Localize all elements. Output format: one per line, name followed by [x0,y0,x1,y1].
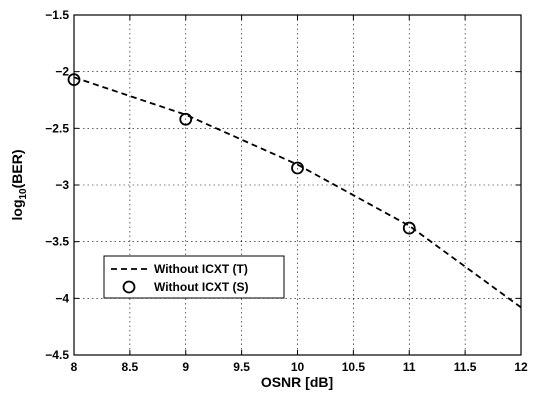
x-tick-label: 8 [71,360,78,374]
y-tick-label: −4 [55,291,69,305]
x-tick-label: 12 [514,360,528,374]
y-axis-label: log10(BER) [9,149,29,220]
data-point-simulation [179,112,193,126]
legend-swatch-circle-marker [122,280,136,294]
x-tick-label: 10 [291,360,305,374]
x-tick-label: 11 [403,360,416,374]
x-tick-label: 8.5 [122,360,139,374]
y-tick-label: −2.5 [45,121,69,135]
ticks [73,14,522,356]
legend-label-simulation: Without ICXT (S) [154,280,249,294]
x-tick-label: 10.5 [342,360,366,374]
y-tick-label: −1.5 [45,8,69,22]
legend: Without ICXT (T) Without ICXT (S) [103,255,285,299]
y-tick-label: −3 [55,178,69,192]
data-point-simulation [402,221,416,235]
series-line-theory [73,76,522,309]
y-tick-label: −4.5 [45,348,69,362]
x-tick-label: 11.5 [454,360,477,374]
x-tick-label: 9.5 [233,360,250,374]
legend-box [103,255,285,299]
y-tick-label: −3.5 [45,235,69,249]
tick-labels: 8 8.5 9 9.5 10 10.5 11 11.5 12 −4.5 −4 −3.5 −3 −2.5 −2… [45,8,528,374]
x-tick-label: 9 [182,360,189,374]
data-point-simulation [291,161,304,175]
y-axis-label-subscript: 10 [18,188,29,200]
legend-label-theory: Without ICXT (T) [154,262,248,276]
x-axis-label: OSNR [dB] [261,374,333,390]
y-tick-label: −2 [55,65,69,79]
